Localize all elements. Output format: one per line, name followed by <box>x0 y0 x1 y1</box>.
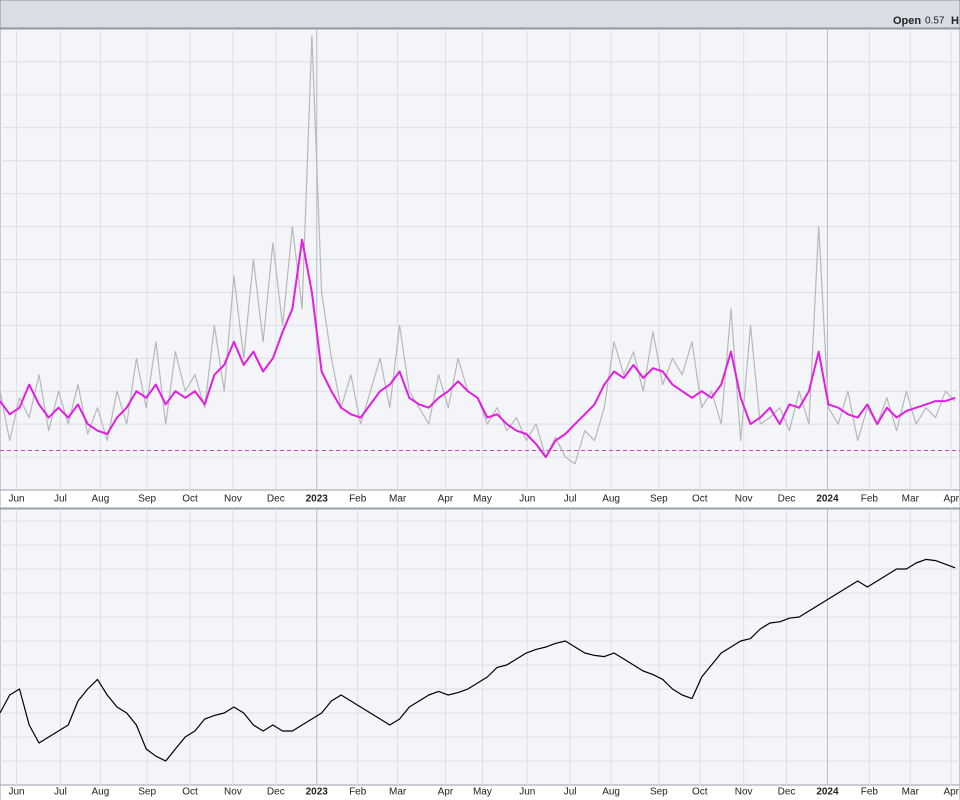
x-tick-label: Sep <box>138 494 156 505</box>
data-line <box>0 238 956 459</box>
x-tick-label: Jun <box>9 787 25 798</box>
x-tick-label: Mar <box>389 787 407 798</box>
x-tick-label: Aug <box>91 787 109 798</box>
header-open-value: 0.57 <box>925 16 945 27</box>
x-tick-label: Mar <box>389 494 407 505</box>
x-tick-label: Sep <box>650 787 668 798</box>
x-tick-label: Apr <box>438 494 454 505</box>
x-tick-label: Mar <box>902 494 920 505</box>
x-tick-label: Nov <box>224 787 242 798</box>
x-tick-label: 2024 <box>816 494 839 505</box>
x-tick-label: Dec <box>267 494 285 505</box>
header-trail: H <box>951 15 959 27</box>
x-tick-label: Feb <box>861 787 879 798</box>
x-tick-label: Aug <box>91 494 109 505</box>
x-tick-label: Jun <box>519 494 535 505</box>
x-tick-label: Dec <box>778 494 796 505</box>
x-tick-label: Feb <box>349 787 367 798</box>
x-tick-label: 2024 <box>816 787 839 798</box>
x-tick-label: Sep <box>138 787 156 798</box>
x-tick-label: Apr <box>943 787 959 798</box>
header-bar <box>0 0 960 29</box>
x-tick-label: Oct <box>692 494 708 505</box>
x-tick-label: 2023 <box>306 787 329 798</box>
axis-band <box>0 784 960 800</box>
header-open-label: Open <box>893 15 921 27</box>
axis-band <box>0 489 960 509</box>
x-tick-label: Jul <box>564 787 577 798</box>
x-tick-label: May <box>473 787 492 798</box>
x-tick-label: Dec <box>267 787 285 798</box>
x-tick-label: Oct <box>182 494 198 505</box>
x-tick-label: Aug <box>602 494 620 505</box>
x-tick-label: Apr <box>943 494 959 505</box>
x-tick-label: Oct <box>692 787 708 798</box>
x-tick-label: Oct <box>182 787 198 798</box>
x-tick-label: Nov <box>735 494 753 505</box>
x-tick-label: Sep <box>650 494 668 505</box>
x-tick-label: Mar <box>902 787 920 798</box>
x-tick-label: Dec <box>778 787 796 798</box>
x-tick-label: May <box>473 494 492 505</box>
x-tick-label: Jul <box>54 494 67 505</box>
x-tick-label: Apr <box>438 787 454 798</box>
x-tick-label: 2023 <box>306 494 329 505</box>
x-tick-label: Jun <box>519 787 535 798</box>
x-tick-label: Aug <box>602 787 620 798</box>
x-tick-label: Jul <box>54 787 67 798</box>
x-tick-label: Jul <box>564 494 577 505</box>
plot-area <box>0 508 960 786</box>
x-tick-label: Feb <box>349 494 367 505</box>
x-tick-label: Jun <box>9 494 25 505</box>
x-tick-label: Feb <box>861 494 879 505</box>
data-line <box>0 558 956 762</box>
x-tick-label: Nov <box>735 787 753 798</box>
x-tick-label: Nov <box>224 494 242 505</box>
